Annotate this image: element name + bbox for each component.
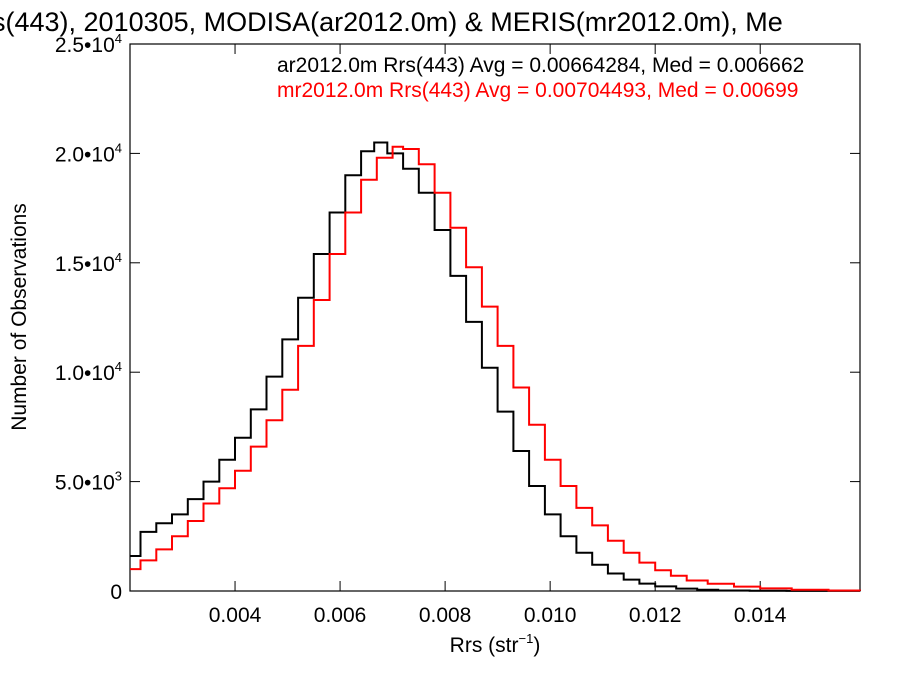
x-axis-label: Rrs (str−1) bbox=[450, 631, 541, 657]
x-tick-label: 0.014 bbox=[734, 604, 787, 627]
chart-title: s(443), 2010305, MODISA(ar2012.0m) & MER… bbox=[0, 7, 783, 37]
y-tick-mantissa: 5.0•10 bbox=[55, 472, 115, 495]
x-axis-label-text: Rrs (str bbox=[450, 634, 519, 657]
y-tick-exponent: 4 bbox=[115, 31, 122, 46]
series-line-meris bbox=[130, 145, 861, 592]
y-tick-label: 0 bbox=[110, 581, 122, 604]
y-tick-exponent: 4 bbox=[115, 359, 122, 374]
x-tick-label: 0.006 bbox=[314, 604, 367, 627]
x-axis-label-close: ) bbox=[533, 634, 540, 657]
plot-frame bbox=[129, 43, 861, 592]
stats-legend: ar2012.0m Rrs(443) Avg = 0.00664284, Med… bbox=[277, 54, 804, 102]
x-tick-label: 0.012 bbox=[629, 604, 682, 627]
x-tick-label: 0.008 bbox=[419, 604, 472, 627]
series-line-modisa bbox=[130, 141, 861, 592]
y-tick-exponent: 4 bbox=[115, 250, 122, 265]
y-tick-exponent: 3 bbox=[115, 469, 122, 484]
x-axis: 0.004 0.006 0.008 0.010 0.012 0.014 bbox=[209, 44, 787, 627]
y-tick-label: 2.0•104 bbox=[55, 140, 122, 166]
y-tick-mantissa: 2.5•10 bbox=[55, 34, 115, 57]
y-tick-exponent: 4 bbox=[115, 140, 122, 155]
x-tick-label: 0.004 bbox=[209, 604, 262, 627]
series-layer bbox=[130, 141, 861, 592]
y-tick-label: 1.0•104 bbox=[55, 359, 122, 385]
x-axis-label-sup: −1 bbox=[519, 631, 534, 646]
x-tick-label: 0.010 bbox=[524, 604, 577, 627]
y-tick-mantissa: 1.5•10 bbox=[55, 253, 115, 276]
y-tick-mantissa: 1.0•10 bbox=[55, 362, 115, 385]
legend-entry-modisa: ar2012.0m Rrs(443) Avg = 0.00664284, Med… bbox=[277, 54, 804, 77]
legend-entry-meris: mr2012.0m Rrs(443) Avg = 0.00704493, Med… bbox=[277, 79, 798, 102]
y-tick-label: 5.0•103 bbox=[55, 469, 122, 495]
y-axis-label: Number of Observations bbox=[8, 203, 31, 431]
y-tick-mantissa: 2.0•10 bbox=[55, 143, 115, 166]
y-tick-label: 1.5•104 bbox=[55, 250, 122, 276]
y-tick-label: 2.5•104 bbox=[55, 31, 122, 57]
